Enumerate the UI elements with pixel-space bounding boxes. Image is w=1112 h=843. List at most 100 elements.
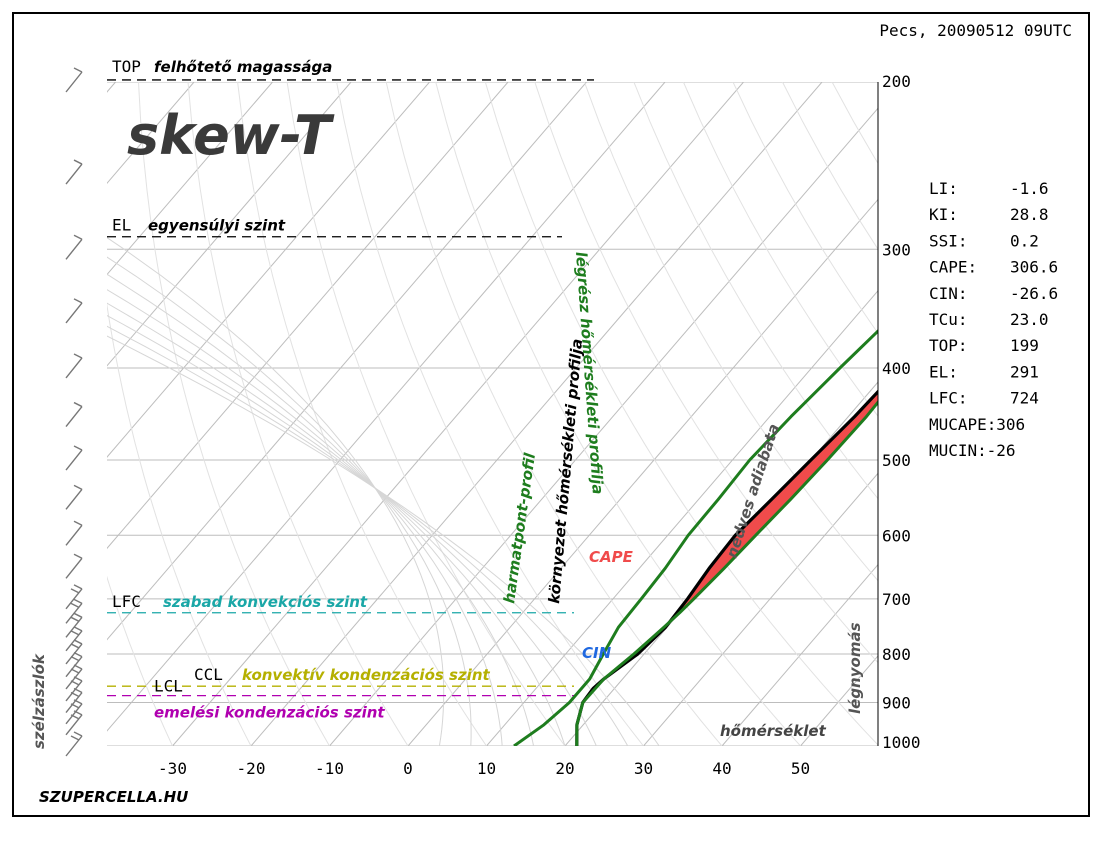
index-value: 23.0 [1010, 310, 1049, 329]
y-tick-label: 600 [882, 526, 911, 545]
y-tick-label: 300 [882, 240, 911, 259]
isotherm [107, 82, 116, 93]
dry-adiabat [1080, 82, 1092, 746]
dry-adiabat [336, 82, 644, 746]
cin-label: CIN [582, 644, 612, 662]
index-value: -1.6 [1010, 179, 1049, 198]
moist-adiabat [107, 302, 566, 746]
lfc-tag: LFC [112, 592, 141, 611]
x-tick-label: -30 [158, 759, 187, 778]
index-name: MUCAPE: [929, 415, 996, 434]
isotherm [107, 82, 509, 550]
isotherm [107, 82, 273, 276]
isotherm [107, 82, 666, 732]
dry-adiabat [385, 82, 723, 746]
isotherm [721, 563, 878, 746]
lcl-tag: LCL [154, 677, 183, 696]
y-tick-label: 900 [882, 694, 911, 713]
index-name: KI: [929, 205, 958, 224]
wind-barbs [65, 67, 83, 757]
isotherm [329, 107, 878, 746]
wind-barb [65, 731, 83, 757]
ccl-tag: CCL [194, 665, 223, 684]
wind-barb [65, 484, 83, 510]
index-value: 291 [1010, 362, 1039, 381]
wind-barbs-label: szélzászlók [30, 653, 48, 749]
lcl-label: emelési kondenzációs szint [154, 704, 385, 722]
y-tick-label: 1000 [882, 733, 921, 752]
wind-barb [65, 584, 83, 610]
wind-barb [65, 234, 83, 260]
skew-t-title: skew-T [127, 104, 335, 167]
isotherm [14, 82, 37, 746]
environment-label: környezet hőmérsékleti profilja [545, 338, 586, 604]
x-tick-label: -10 [315, 759, 344, 778]
y-tick-label: 700 [882, 590, 911, 609]
dry-adiabat [107, 575, 173, 746]
isotherm [407, 198, 878, 746]
ccl-label: konvektív kondenzációs szint [242, 666, 490, 684]
index-name: EL: [929, 362, 958, 381]
top-tag: TOP [112, 57, 141, 76]
isotherm [107, 82, 195, 184]
location-time: Pecs, 20090512 09UTC [879, 21, 1072, 40]
index-value: -26 [987, 441, 1016, 460]
moist-adiabat [107, 273, 503, 746]
temperature-label: hőmérséklet [720, 722, 827, 740]
dry-adiabat [237, 82, 487, 746]
grid [14, 82, 1092, 746]
x-tick-label: 50 [791, 759, 810, 778]
pressure-label: légnyomás [846, 622, 864, 714]
dry-adiabat [682, 82, 878, 418]
dry-adiabat [107, 302, 252, 746]
lfc-label: szabad konvekciós szint [163, 593, 368, 611]
index-name: SSI: [929, 231, 968, 250]
wind-barb [65, 445, 83, 471]
level-lines [107, 79, 594, 697]
cape-area [678, 391, 878, 611]
skew-t-chart: -30 -20 -10 0 10 20 30 40 50 200 300 400 500 600 700 80… [14, 21, 1092, 806]
isotherm [107, 82, 587, 641]
index-value: 306.6 [1010, 258, 1058, 277]
isotherm [643, 472, 878, 746]
wind-barb [65, 298, 83, 324]
wind-barb [65, 553, 83, 579]
isotherm [107, 82, 352, 367]
isotherm [486, 290, 878, 746]
site-logo: SZUPERCELLA.HU [39, 788, 188, 806]
upper-negative-area [1025, 82, 1092, 190]
index-name: LI: [929, 179, 958, 198]
moist-adiabat [107, 237, 445, 746]
dry-adiabat [484, 82, 878, 746]
dry-adiabat [435, 82, 801, 746]
wind-barb [65, 520, 83, 546]
wind-barb [65, 598, 83, 624]
wind-barb [65, 612, 83, 638]
wind-barb [65, 401, 83, 427]
x-tick-label: -20 [237, 759, 266, 778]
dry-adiabat [633, 82, 878, 500]
dry-adiabat [583, 82, 878, 582]
dewpoint-curve [513, 328, 878, 746]
x-tick-label: 40 [712, 759, 731, 778]
x-tick-label: 30 [634, 759, 653, 778]
x-tick-label: 20 [555, 759, 574, 778]
dry-adiabat [187, 82, 409, 746]
isotherm [107, 82, 430, 458]
chart-frame: -30 -20 -10 0 10 20 30 40 50 200 300 400 500 600 700 80… [12, 12, 1090, 817]
stability-indices: LI: -1.6 KI: 28.8 SSI: 0.2 CAPE: 306.6 CIN: -26.6… [929, 179, 1058, 460]
wind-barb [65, 626, 83, 652]
wind-barb [65, 159, 83, 185]
parcel-curve [575, 399, 878, 746]
isotherm [172, 82, 744, 746]
index-name: CIN: [929, 284, 968, 303]
index-name: LFC: [929, 389, 968, 408]
y-tick-label: 500 [882, 451, 911, 470]
index-name: CAPE: [929, 258, 977, 277]
index-value: -26.6 [1010, 284, 1058, 303]
y-tick-label: 200 [882, 72, 911, 91]
axis-ticks: -30 -20 -10 0 10 20 30 40 50 200 300 400 500 600 700 80… [158, 72, 920, 778]
el-tag: EL [112, 216, 131, 235]
moist-adiabat [107, 289, 535, 746]
index-value: 724 [1010, 389, 1039, 408]
